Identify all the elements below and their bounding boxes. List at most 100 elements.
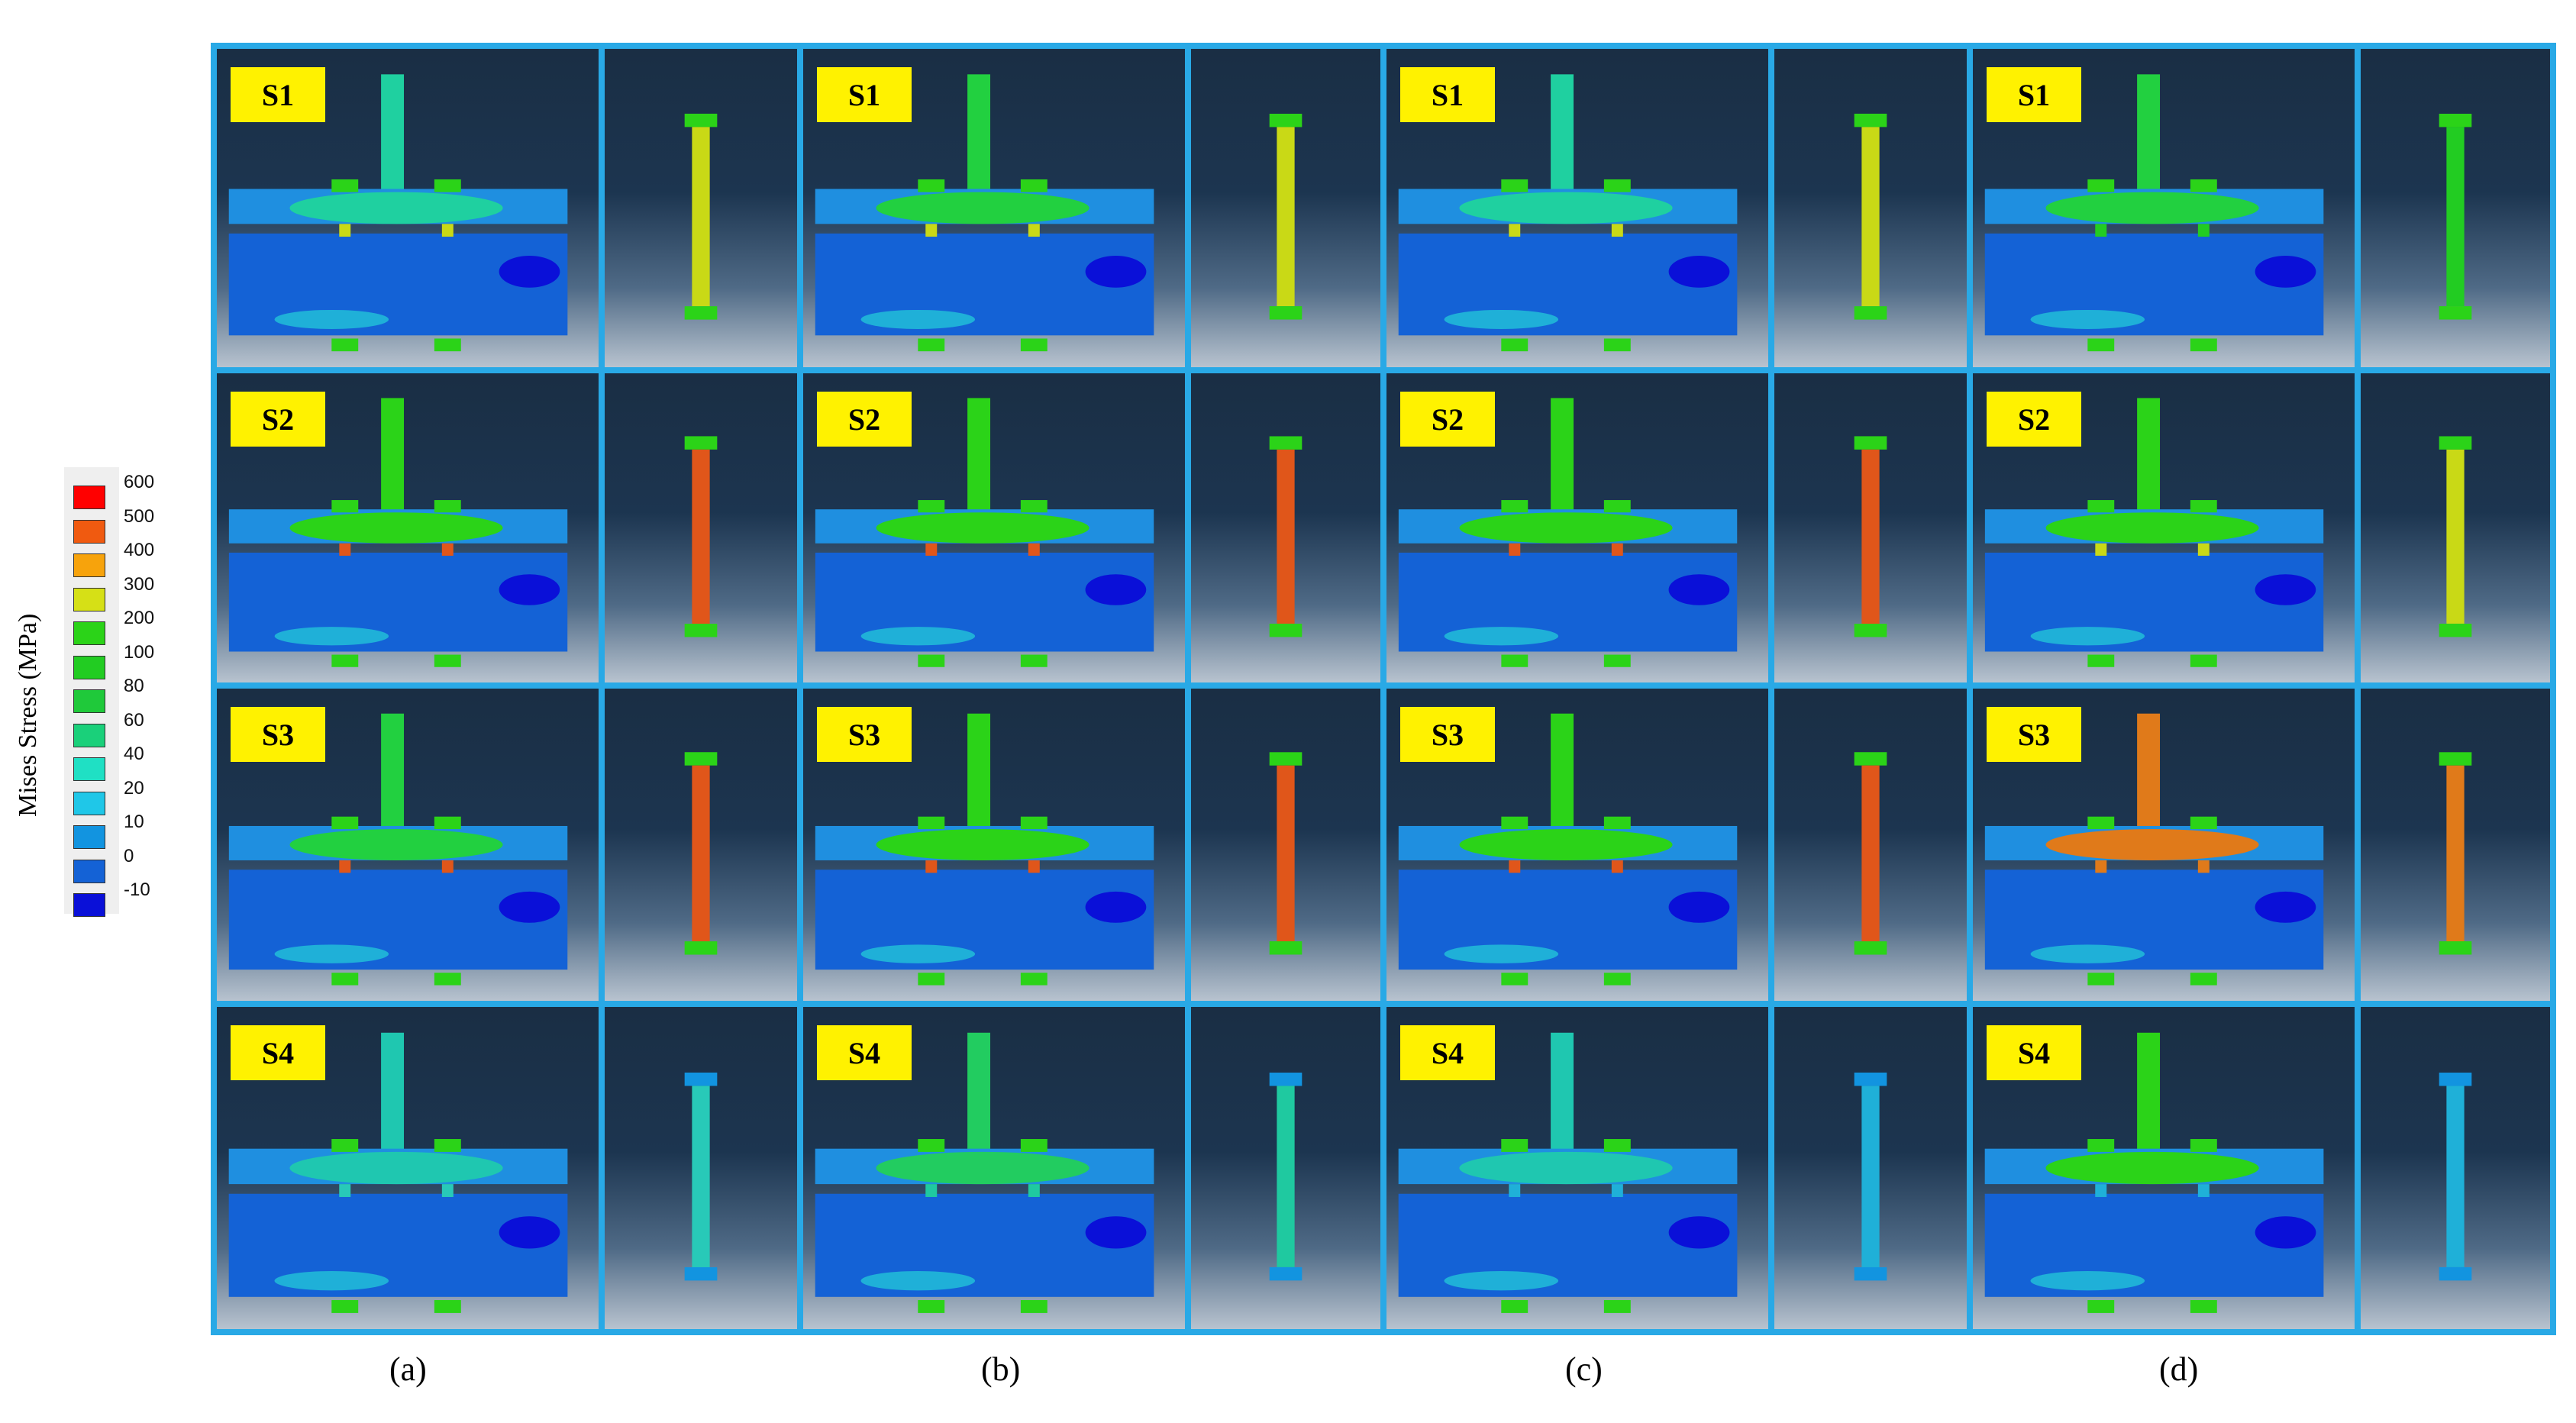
stage-badge: S4 bbox=[1987, 1025, 2081, 1080]
fe-part bbox=[2045, 829, 2259, 860]
bolt-view bbox=[602, 686, 800, 1004]
stage-badge: S2 bbox=[231, 392, 325, 447]
fe-part bbox=[1020, 654, 1048, 667]
assembly-view: S1 bbox=[1970, 46, 2358, 370]
bolt-view bbox=[1771, 370, 1970, 686]
fe-part bbox=[434, 654, 461, 667]
fe-part bbox=[1085, 1216, 1147, 1249]
bolt-part bbox=[1854, 113, 1887, 127]
fe-part bbox=[1501, 500, 1528, 513]
assembly-view: S3 bbox=[1970, 686, 2358, 1004]
fe-part bbox=[1509, 860, 1521, 873]
bolt-part bbox=[1854, 306, 1887, 320]
fe-part bbox=[2137, 1032, 2161, 1156]
fe-part bbox=[2137, 74, 2161, 195]
fe-part bbox=[2087, 500, 2115, 513]
stage-badge: S1 bbox=[1400, 67, 1495, 122]
fe-part bbox=[339, 1184, 351, 1197]
bolt-part bbox=[1861, 127, 1880, 307]
legend-label: 10 bbox=[124, 812, 144, 832]
assembly-view: S2 bbox=[800, 370, 1188, 686]
bolt-part bbox=[684, 113, 718, 127]
legend-swatch bbox=[73, 519, 105, 544]
legend-label: 100 bbox=[124, 641, 155, 663]
fe-part bbox=[2197, 224, 2210, 237]
fe-part bbox=[1509, 543, 1521, 556]
fe-part bbox=[1551, 1032, 1574, 1156]
fe-part bbox=[967, 713, 991, 833]
bolt-part bbox=[1854, 436, 1887, 450]
bolt-part bbox=[1269, 1073, 1303, 1086]
fe-part bbox=[2190, 816, 2217, 830]
fe-part bbox=[2087, 816, 2115, 830]
fe-part bbox=[1509, 1184, 1521, 1197]
stage-badge: S2 bbox=[1400, 392, 1495, 447]
fe-part bbox=[2045, 192, 2259, 224]
fe-part bbox=[1551, 398, 1574, 516]
assembly-view: S3 bbox=[214, 686, 602, 1004]
fe-part bbox=[1028, 543, 1040, 556]
fe-part bbox=[1603, 500, 1631, 513]
bolt-view bbox=[602, 1004, 800, 1332]
fe-part bbox=[2095, 543, 2107, 556]
legend-swatch bbox=[73, 893, 105, 917]
bolt-part bbox=[1269, 1267, 1303, 1281]
fe-part bbox=[339, 543, 351, 556]
fe-part bbox=[1509, 224, 1521, 237]
stage-badge: S4 bbox=[1400, 1025, 1495, 1080]
bolt-part bbox=[2439, 436, 2472, 450]
bolt-part bbox=[1269, 113, 1303, 127]
stage-badge: S4 bbox=[817, 1025, 912, 1080]
fe-part bbox=[274, 309, 389, 329]
fe-part bbox=[274, 627, 389, 646]
fe-part bbox=[331, 500, 359, 513]
fe-part bbox=[339, 860, 351, 873]
fe-part bbox=[2190, 1300, 2217, 1313]
assembly-view: S3 bbox=[1383, 686, 1771, 1004]
assembly-view: S1 bbox=[214, 46, 602, 370]
fe-part bbox=[2030, 309, 2145, 329]
bolt-part bbox=[1854, 1072, 1887, 1086]
fe-part bbox=[1020, 500, 1048, 513]
fe-part bbox=[1668, 1216, 1730, 1249]
stage-badge: S3 bbox=[1987, 707, 2081, 762]
fe-part bbox=[2197, 543, 2210, 556]
fe-part bbox=[2087, 973, 2115, 986]
stage-badge: S2 bbox=[817, 392, 912, 447]
bolt-part bbox=[1277, 765, 1295, 942]
fe-part bbox=[1020, 179, 1048, 192]
stage-badge: S1 bbox=[817, 67, 912, 122]
bolt-view bbox=[2358, 370, 2553, 686]
bolt-part bbox=[692, 449, 710, 624]
fe-part bbox=[860, 1271, 976, 1291]
fe-part bbox=[441, 860, 454, 873]
fe-part bbox=[1020, 1300, 1048, 1313]
fe-part bbox=[860, 944, 976, 963]
fe-part bbox=[1020, 338, 1048, 352]
fe-part bbox=[499, 1216, 560, 1249]
legend-swatch bbox=[73, 825, 105, 849]
bolt-part bbox=[1854, 752, 1887, 766]
fe-part bbox=[918, 1139, 945, 1152]
fe-part bbox=[499, 256, 560, 288]
fe-part bbox=[2095, 1184, 2107, 1197]
fe-part bbox=[1603, 816, 1631, 830]
fe-part bbox=[331, 1139, 359, 1152]
fe-part bbox=[289, 192, 503, 224]
fe-part bbox=[2197, 1184, 2210, 1197]
bolt-part bbox=[1277, 1086, 1295, 1267]
fe-part bbox=[274, 1271, 389, 1291]
bolt-part bbox=[684, 1072, 718, 1086]
bolt-view bbox=[1188, 46, 1383, 370]
fe-part bbox=[1459, 512, 1673, 544]
fe-part bbox=[339, 224, 351, 237]
fe-part bbox=[1501, 179, 1528, 192]
stage-badge: S3 bbox=[231, 707, 325, 762]
fe-part bbox=[1501, 654, 1528, 667]
bolt-part bbox=[1854, 1267, 1887, 1281]
bolt-view bbox=[1188, 370, 1383, 686]
fe-part bbox=[1028, 1184, 1040, 1197]
legend-label: 0 bbox=[124, 845, 134, 866]
fe-part bbox=[1668, 574, 1730, 605]
column-caption: (b) bbox=[981, 1350, 1021, 1388]
